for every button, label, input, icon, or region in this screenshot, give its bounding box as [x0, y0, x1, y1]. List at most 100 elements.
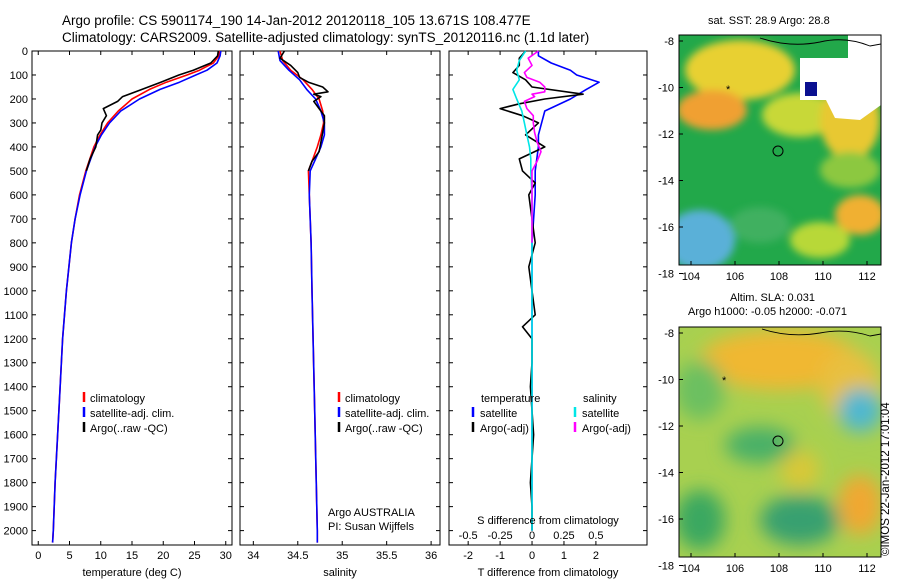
- legend-argo-label: Argo(..raw -QC): [345, 423, 423, 435]
- s-tick-label: 0.5: [588, 530, 603, 542]
- depth-tick-label: 1700: [4, 454, 28, 466]
- sla-map: * 104 106 108 110 112 -8 -10 -12 -14 -16 -18: [658, 326, 882, 575]
- legend-sal-title: salinity: [583, 393, 617, 405]
- depth-tick-label: 2000: [4, 526, 28, 538]
- figure-title-line2: Climatology: CARS2009. Satellite-adjuste…: [62, 30, 590, 45]
- depth-tick-label: 800: [10, 238, 28, 250]
- legend-sal-argo-label: Argo(-adj): [582, 423, 631, 435]
- x-tick-label: 35.5: [376, 550, 397, 562]
- x-tick-label: 0: [529, 550, 535, 562]
- s-tick-label: -0.5: [459, 530, 478, 542]
- legend-argo-label: Argo(..raw -QC): [90, 423, 168, 435]
- x-tick-label: 20: [157, 550, 169, 562]
- lon-tick-label: 104: [682, 563, 700, 575]
- series-line-satellite-adj-clim-: [51, 50, 222, 543]
- s-tick-label: 0: [529, 530, 535, 542]
- temperature-legend: climatology satellite-adj. clim. Argo(..…: [82, 392, 174, 435]
- legend-sal-sat-label: satellite: [582, 408, 619, 420]
- depth-tick-label: 100: [10, 70, 28, 82]
- lon-tick-label: 110: [814, 271, 832, 283]
- lat-tick-label: -14: [658, 176, 674, 188]
- x-tick-label: 1: [561, 550, 567, 562]
- temperature-panel: 0100200300400500600700800900100011001200…: [4, 46, 233, 579]
- sla-argo-position-marker: [772, 435, 784, 447]
- x-tick-label: -1: [495, 550, 505, 562]
- x-tick-label: 2: [593, 550, 599, 562]
- series-line-climatology: [51, 50, 221, 543]
- lat-tick-label: -12: [658, 421, 674, 433]
- sst-cold-pixel: [805, 82, 817, 96]
- lat-tick-label: -8: [664, 328, 674, 340]
- temperature-xlabel: temperature (deg C): [82, 567, 181, 579]
- lon-tick-label: 110: [814, 563, 832, 575]
- lat-tick-label: -18: [658, 269, 674, 281]
- difference-panel: -2 -1 0 1 2 -0.5 -0.25 0 0.25 0.5 S difference f…: [448, 50, 648, 579]
- lat-tick-label: -18: [658, 561, 674, 573]
- depth-tick-label: 1500: [4, 406, 28, 418]
- sla-map-subtitle: Argo h1000: -0.05 h2000: -0.071: [688, 306, 848, 318]
- lat-tick-label: -10: [658, 83, 674, 95]
- legend-temp-argo-label: Argo(-adj): [480, 423, 529, 435]
- float-info-line2: PI: Susan Wijffels: [328, 521, 414, 533]
- lat-tick-label: -12: [658, 129, 674, 141]
- x-tick-label: -2: [463, 550, 473, 562]
- legend-temp-title: temperature: [481, 393, 540, 405]
- sst-coastline: [759, 37, 881, 47]
- x-tick-label: 5: [66, 550, 72, 562]
- x-tick-label: 0: [35, 550, 41, 562]
- lat-tick-label: -8: [664, 36, 674, 48]
- lon-tick-label: 106: [726, 271, 744, 283]
- imos-timestamp: ©IMOS 22-Jan-2012 17:01:04: [880, 402, 892, 556]
- lat-tick-label: -14: [658, 468, 674, 480]
- series-line-temperature-satellite: [531, 51, 600, 531]
- lat-tick-label: -10: [658, 375, 674, 387]
- salinity-axes-frame: [239, 50, 441, 546]
- sla-map-title: Altim. SLA: 0.031: [730, 292, 815, 304]
- sst-map: * 104 106 108 110 112 -8 -10 -12 -14 -16 -18: [658, 34, 882, 283]
- depth-tick-label: 1200: [4, 334, 28, 346]
- x-tick-label: 15: [126, 550, 138, 562]
- depth-tick-label: 900: [10, 262, 28, 274]
- x-tick-label: 35: [336, 550, 348, 562]
- figure-title-line1: Argo profile: CS 5901174_190 14-Jan-2012…: [62, 13, 531, 28]
- depth-tick-label: 600: [10, 190, 28, 202]
- series-line-satellite-adj-clim-: [277, 50, 326, 543]
- legend-satellite-label: satellite-adj. clim.: [345, 408, 429, 420]
- salinity-xlabel: salinity: [323, 567, 357, 579]
- legend-climatology-label: climatology: [90, 393, 146, 405]
- s-difference-label: S difference from climatology: [477, 515, 619, 527]
- sst-land-mask: [800, 35, 881, 120]
- series-line-climatology: [279, 50, 325, 543]
- depth-tick-label: 1400: [4, 382, 28, 394]
- sla-coastline: [761, 328, 881, 337]
- lat-tick-label: -16: [658, 514, 674, 526]
- difference-legend: temperature salinity satellite Argo(-adj…: [471, 393, 631, 435]
- series-line-salinity-argo: [523, 50, 546, 243]
- depth-tick-label: 1900: [4, 502, 28, 514]
- depth-tick-label: 500: [10, 166, 28, 178]
- lon-tick-label: 112: [858, 563, 876, 575]
- series-line-salinity-satellite: [512, 50, 533, 531]
- lon-tick-label: 108: [770, 563, 788, 575]
- x-tick-label: 34: [247, 550, 259, 562]
- lon-tick-label: 104: [682, 271, 700, 283]
- s-tick-label: -0.25: [488, 530, 513, 542]
- x-tick-label: 36: [425, 550, 437, 562]
- depth-tick-label: 1100: [4, 310, 28, 322]
- depth-tick-label: 1000: [4, 286, 28, 298]
- temperature-axes-frame: [31, 50, 233, 546]
- depth-tick-label: 200: [10, 94, 28, 106]
- sst-argo-position-marker: [772, 145, 784, 157]
- t-difference-xlabel: T difference from climatology: [478, 567, 619, 579]
- x-tick-label: 34.5: [287, 550, 308, 562]
- depth-tick-label: 400: [10, 142, 28, 154]
- series-line-argo: [85, 50, 220, 172]
- sst-map-frame: [678, 34, 882, 266]
- difference-axes-frame: [448, 50, 648, 546]
- depth-tick-label: 700: [10, 214, 28, 226]
- x-tick-label: 25: [188, 550, 200, 562]
- x-tick-label: 10: [95, 550, 107, 562]
- depth-tick-label: 1600: [4, 430, 28, 442]
- salinity-panel: 34 34.5 35 35.5 36 salinity climatology sate…: [239, 50, 441, 579]
- depth-tick-label: 0: [22, 46, 28, 58]
